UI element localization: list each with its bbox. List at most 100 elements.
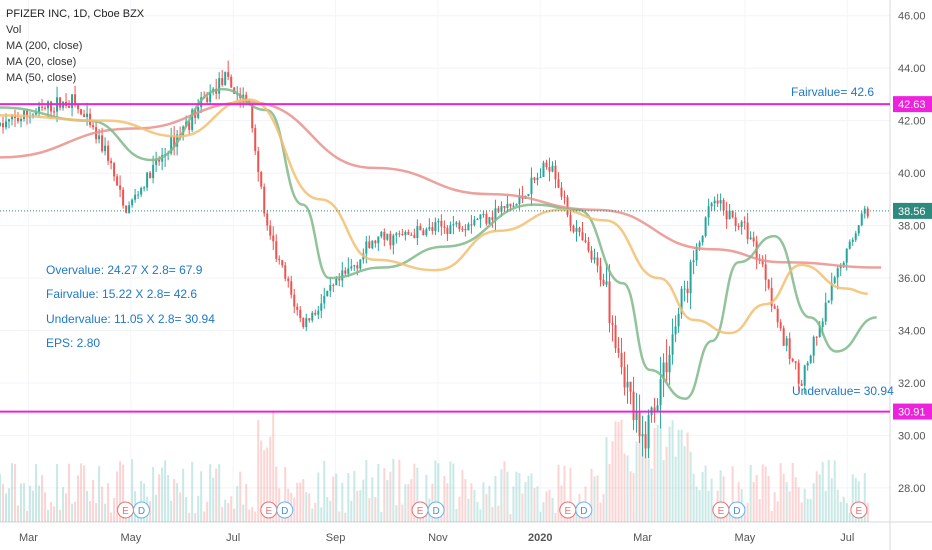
volume-bar (476, 501, 479, 522)
volume-bar (803, 488, 806, 522)
candle-body (731, 210, 734, 218)
candle-body (272, 235, 275, 242)
volume-bar (362, 479, 365, 522)
candle-body (41, 106, 44, 108)
candle-body (206, 97, 209, 102)
candle-body (125, 205, 128, 213)
volume-bar (359, 490, 362, 522)
volume-bar (68, 463, 71, 522)
candle-body (245, 94, 248, 101)
event-marker-label: E (718, 506, 725, 517)
volume-bar (248, 509, 251, 522)
volume-bar (83, 465, 86, 522)
candle-body (305, 318, 308, 328)
candle-body (323, 296, 326, 304)
candle-body (332, 285, 335, 287)
candle-body (287, 278, 290, 282)
candle-body (209, 91, 212, 102)
candle-body (311, 312, 314, 321)
candle-body (545, 162, 548, 168)
candle-body (842, 262, 845, 266)
candle-body (611, 322, 614, 325)
candle-body (728, 210, 731, 220)
volume-bar (644, 422, 647, 522)
candle-body (38, 106, 41, 113)
candle-body (785, 338, 788, 346)
volume-bar (557, 464, 560, 522)
event-marker-label: D (138, 506, 145, 517)
volume-bar (809, 498, 812, 522)
candle-body (860, 213, 863, 226)
volume-bar (272, 410, 275, 522)
candle-body (530, 177, 533, 195)
candle-body (254, 128, 257, 152)
volume-bar (770, 510, 773, 522)
candle-body (407, 232, 410, 235)
volume-bar (689, 451, 692, 522)
volume-bar (341, 482, 344, 522)
candle-body (365, 241, 368, 254)
candle-body (629, 381, 632, 392)
event-marker-label: E (265, 506, 272, 517)
candle-body (278, 258, 281, 261)
candle-body (635, 412, 638, 420)
volume-bar (593, 476, 596, 522)
event-marker-label: E (856, 506, 863, 517)
volume-bar (662, 460, 665, 522)
dividend-marker (276, 501, 294, 519)
candle-body (98, 135, 101, 140)
volume-bar (506, 471, 509, 522)
volume-bar (752, 481, 755, 522)
volume-bar (536, 486, 539, 522)
candle-body (398, 233, 401, 235)
volume-bar (236, 485, 239, 522)
x-tick-label: Mar (633, 532, 652, 544)
candle-body (710, 203, 713, 207)
volume-bar (485, 493, 488, 522)
candle-body (293, 294, 296, 307)
candle-body (851, 239, 854, 242)
volume-bar (659, 427, 662, 522)
candle-body (704, 217, 707, 236)
candle-body (353, 265, 356, 267)
volume-bar (77, 475, 80, 522)
candle-body (854, 233, 857, 240)
level-price-label: 30.91 (898, 407, 926, 419)
y-tick-label: 42.00 (898, 116, 926, 128)
candle-body (80, 109, 83, 115)
volume-bar (332, 476, 335, 522)
volume-bar (311, 508, 314, 522)
candle-body (491, 217, 494, 220)
volume-bar (791, 462, 794, 522)
candle-body (581, 232, 584, 241)
candle-body (542, 162, 545, 177)
volume-bar (116, 471, 119, 522)
volume-bar (62, 487, 65, 522)
volume-bar (74, 501, 77, 522)
candle-body (866, 208, 869, 217)
candle-body (605, 281, 608, 285)
candle-body (74, 94, 77, 105)
volume-bar (197, 495, 200, 522)
candle-body (149, 172, 152, 179)
candle-body (473, 219, 476, 226)
candle-body (302, 317, 305, 328)
volume-bar (635, 441, 638, 522)
candle-body (326, 290, 329, 297)
candle-body (788, 338, 791, 359)
candle-body (416, 226, 419, 239)
dividend-marker (132, 501, 150, 519)
candle-body (314, 312, 317, 315)
volume-bar (728, 506, 731, 522)
volume-bar (185, 497, 188, 522)
candle-body (683, 288, 686, 290)
candle-body (188, 121, 191, 130)
volume-bar (347, 473, 350, 522)
volume-bar (560, 485, 563, 522)
volume-bar (425, 474, 428, 522)
volume-bar (761, 464, 764, 522)
candle-body (230, 76, 233, 88)
volume-bar (626, 455, 629, 522)
candle-body (356, 265, 359, 269)
volume-bar (434, 460, 437, 522)
